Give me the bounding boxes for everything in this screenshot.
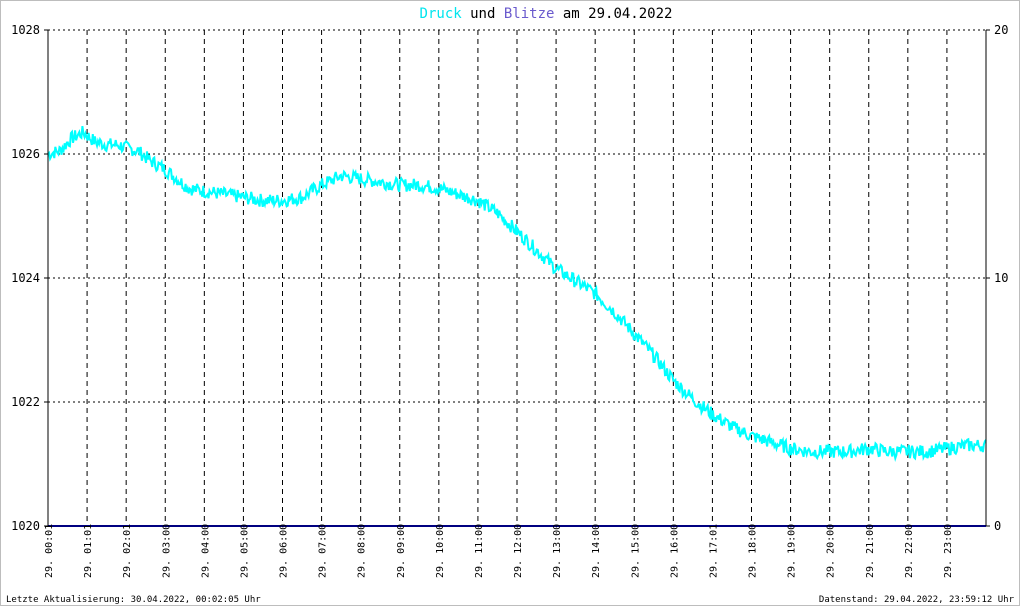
y-left-tick-label: 1022 [11,395,40,409]
y-right-tick-label: 20 [994,23,1008,37]
x-tick-label: 29. 14:00 [591,524,602,578]
x-tick-label: 29. 22:00 [904,524,915,578]
x-tick-label: 29. 08:00 [357,524,368,578]
x-tick-label: 29. 21:00 [865,524,876,578]
y-right-tick-label: 0 [994,519,1001,533]
x-tick-label: 29. 17:01 [708,524,719,578]
footer-last-update: Letzte Aktualisierung: 30.04.2022, 00:02… [6,595,261,605]
x-tick-label: 29. 07:00 [318,524,329,578]
y-left-tick-label: 1026 [11,147,40,161]
x-tick-label: 29. 09:00 [396,524,407,578]
x-tick-label: 29. 11:00 [474,524,485,578]
x-tick-label: 29. 00:01 [44,524,55,578]
x-tick-label: 29. 13:00 [552,524,563,578]
footer-data-status: Datenstand: 29.04.2022, 23:59:12 Uhr [819,595,1015,605]
y-right-tick-label: 10 [994,271,1008,285]
chart-series [47,125,987,527]
chart-grid [48,29,986,526]
x-tick-label: 29. 16:00 [669,524,680,578]
x-tick-label: 29. 02:01 [122,524,133,578]
y-left-tick-label: 1028 [11,23,40,37]
title-blitze: Blitze [504,6,555,22]
chart-title: Druck und Blitze am 29.04.2022 [420,6,673,22]
pressure-line [47,125,987,462]
x-tick-label: 29. 05:00 [239,524,250,578]
x-tick-label: 29. 03:00 [161,524,172,578]
title-druck: Druck [420,6,463,22]
x-tick-label: 29. 01:01 [83,524,94,578]
title-date: am 29.04.2022 [554,6,672,22]
title-und: und [462,6,504,22]
x-tick-label: 29. 18:00 [748,524,759,578]
x-tick-label: 29. 12:00 [513,524,524,578]
x-tick-label: 29. 23:00 [943,524,954,578]
x-tick-label: 29. 15:00 [630,524,641,578]
y-left-tick-label: 1020 [11,519,40,533]
x-tick-label: 29. 20:00 [826,524,837,578]
x-tick-label: 29. 10:00 [435,524,446,578]
chart-axes [44,29,990,527]
x-tick-label: 29. 06:00 [279,524,290,578]
x-tick-label: 29. 19:00 [787,524,798,578]
y-left-tick-label: 1024 [11,271,40,285]
x-tick-label: 29. 04:00 [200,524,211,578]
